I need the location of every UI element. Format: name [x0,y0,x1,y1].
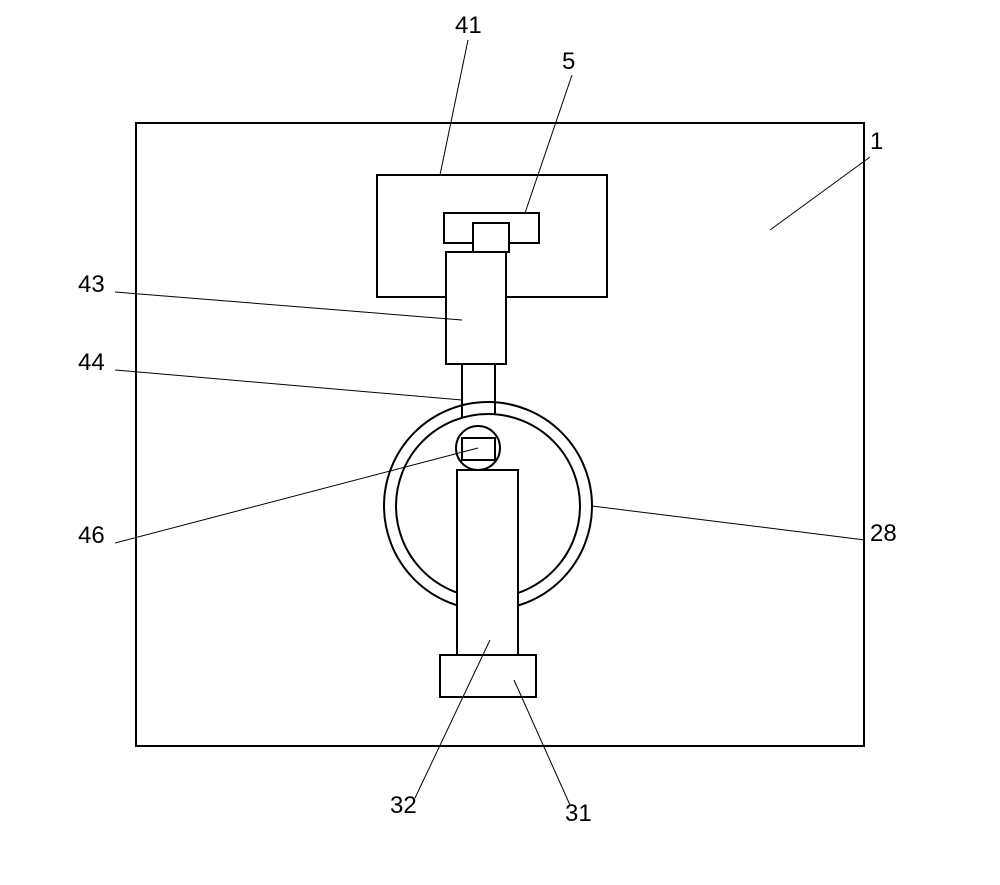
leader-31 [514,680,570,805]
leader-44 [115,370,462,400]
technical-diagram: 41 5 1 43 44 46 28 32 31 [0,0,1000,885]
leader-41 [440,40,468,175]
component-31 [440,655,536,697]
label-31: 31 [565,800,592,828]
leader-5 [525,75,572,213]
label-32: 32 [390,792,417,820]
component-43 [446,252,506,364]
component-46-rect [462,438,495,460]
leader-28 [592,506,865,540]
label-41: 41 [455,12,482,40]
label-43: 43 [78,271,105,299]
leader-1 [770,157,870,230]
label-5: 5 [562,48,575,76]
label-46: 46 [78,522,105,550]
label-44: 44 [78,349,105,377]
label-1: 1 [870,128,883,156]
component-32 [457,470,518,655]
component-5-inner [473,223,509,252]
label-28: 28 [870,520,897,548]
diagram-svg [0,0,1000,885]
